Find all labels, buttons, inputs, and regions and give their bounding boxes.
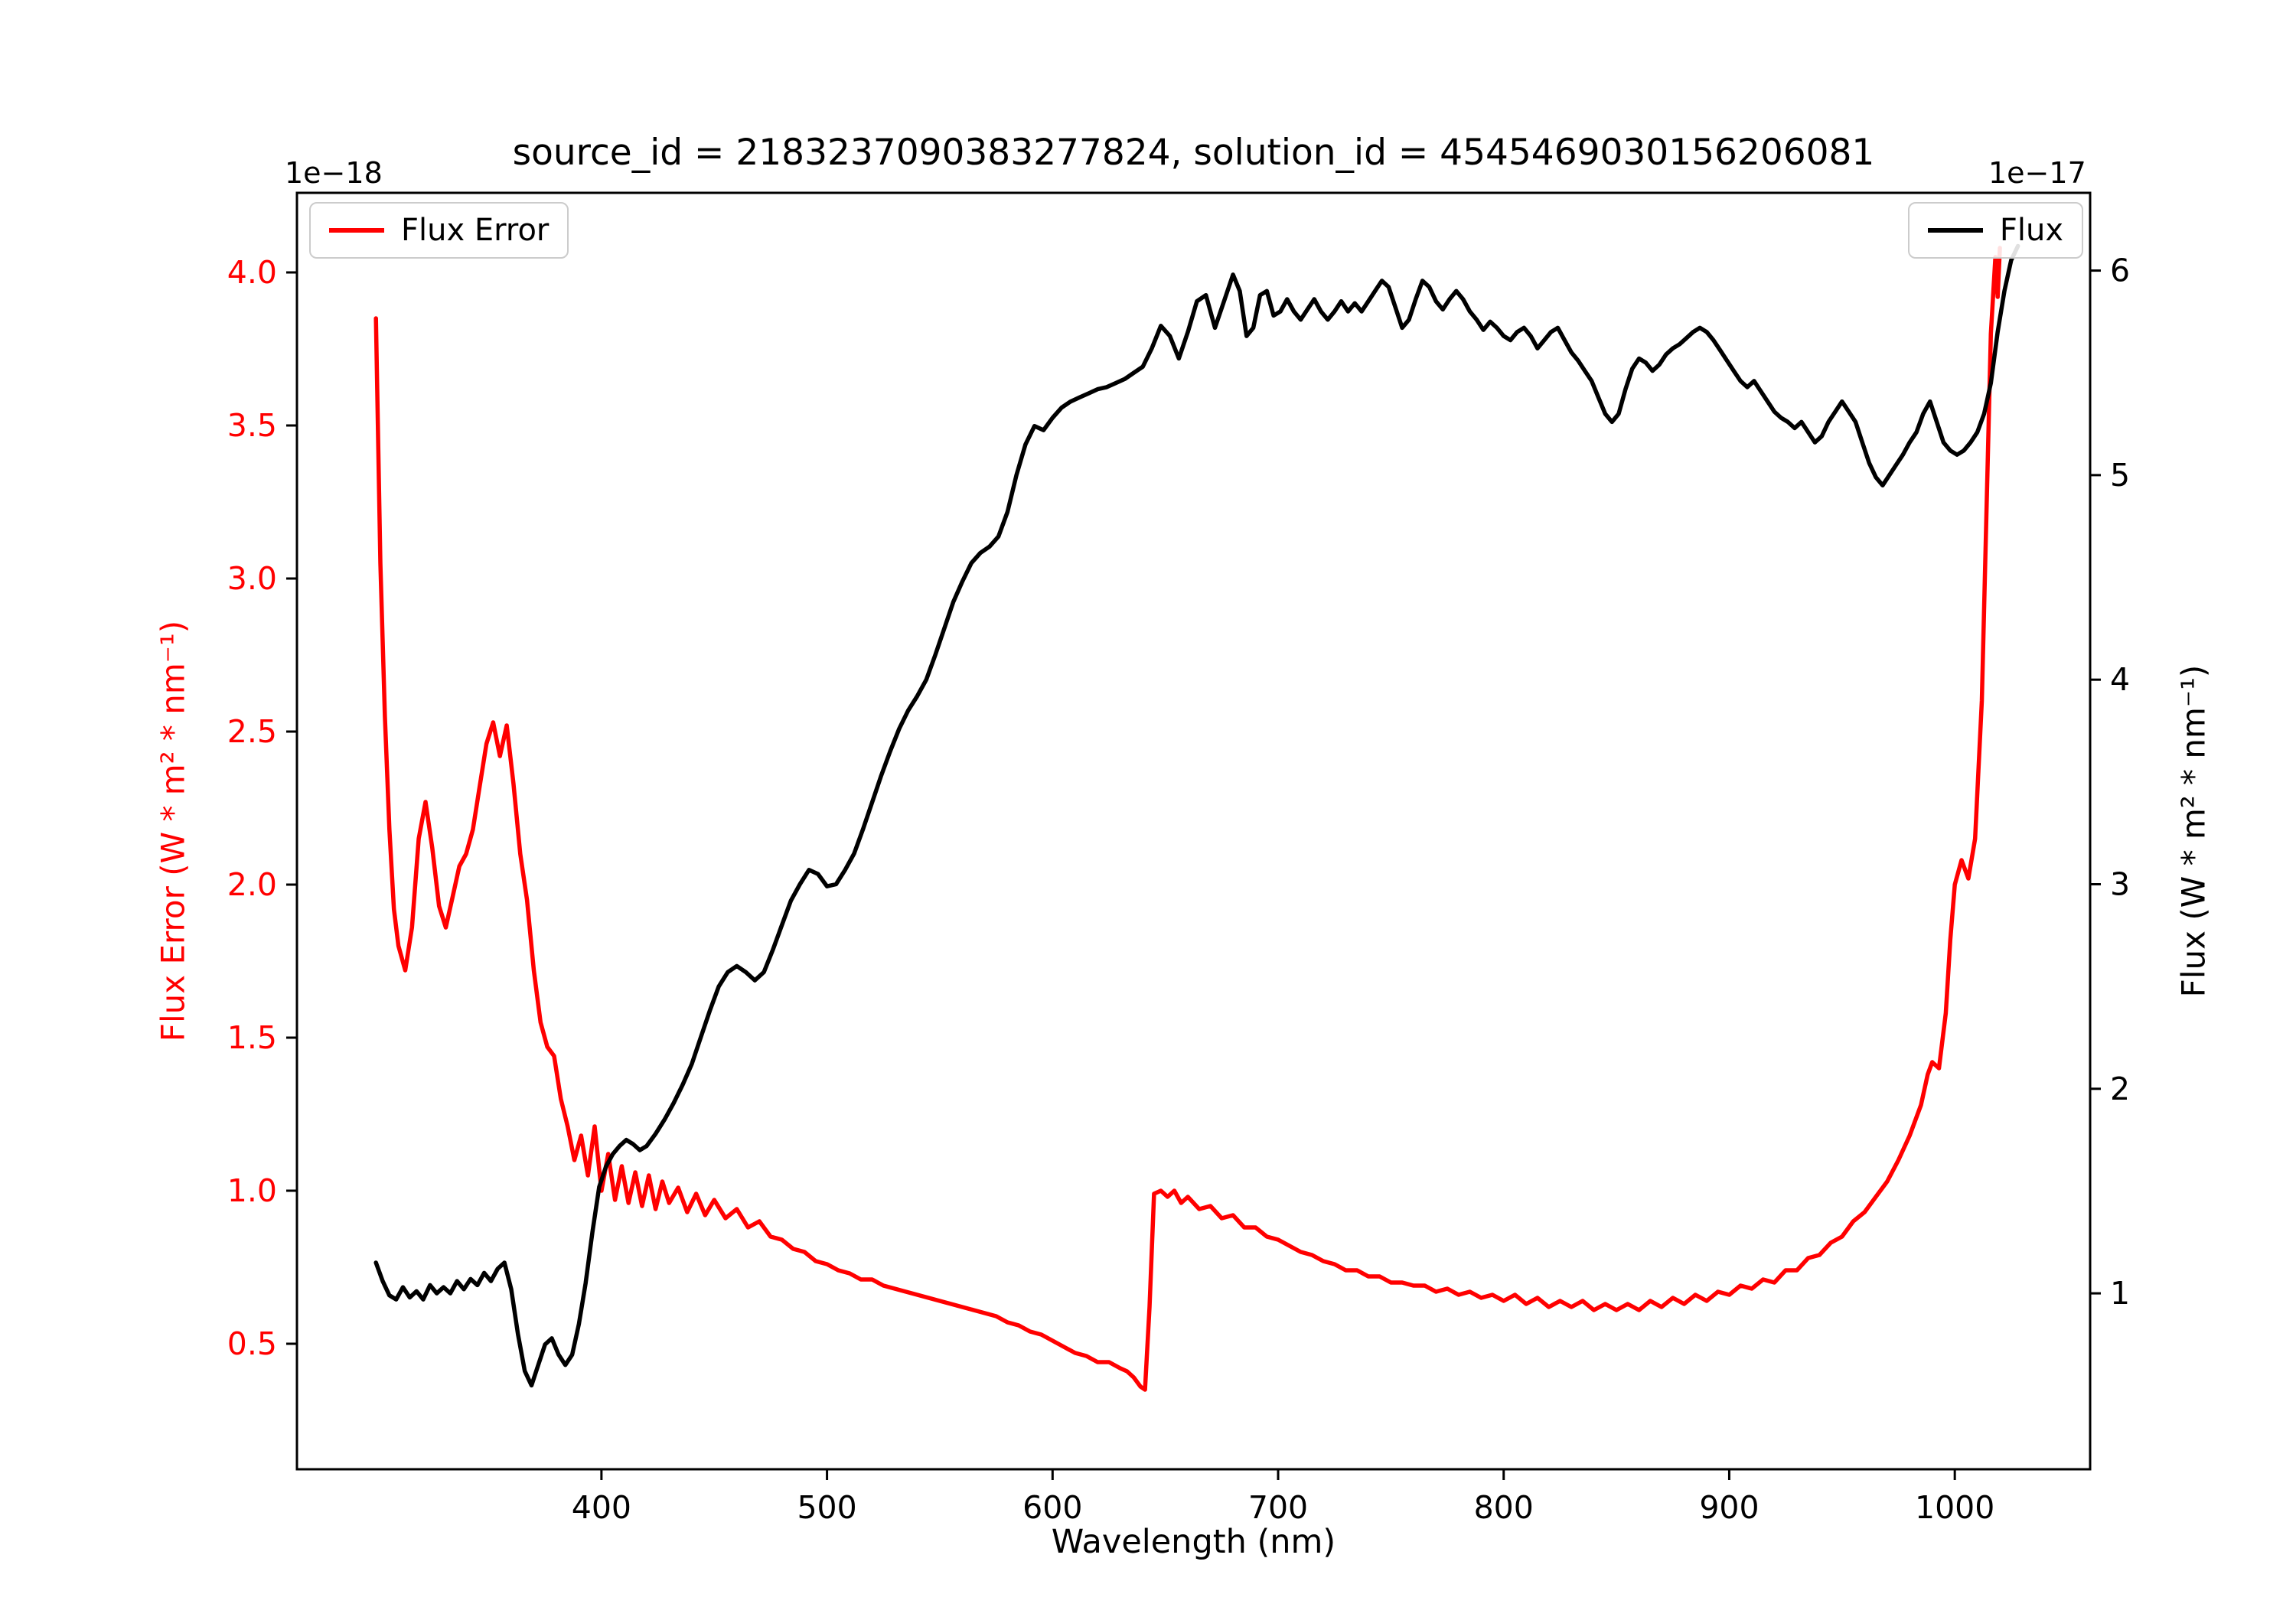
legend-flux: Flux [1907,202,2083,259]
left-y-tick-label: 1.0 [227,1172,277,1209]
left-y-tick-label: 1.5 [227,1019,277,1056]
right-y-tick-label: 3 [2110,866,2130,903]
x-tick-label: 1000 [1915,1489,1994,1526]
right-y-tick-label: 1 [2110,1275,2130,1312]
x-axis-label: Wavelength (nm) [1051,1523,1336,1561]
flux-error-line-sample [329,228,384,233]
left-y-tick-label: 3.5 [227,407,277,444]
x-tick-label: 800 [1474,1489,1534,1526]
right-y-tick-label: 6 [2110,253,2130,289]
x-tick-label: 600 [1022,1489,1082,1526]
flux-line [373,243,2020,1388]
left-y-tick-label: 0.5 [227,1325,277,1362]
legend-flux-error-label: Flux Error [401,213,550,248]
figure-title: source_id = 2183237090383277824, solutio… [512,132,1875,174]
x-tick-label: 900 [1699,1489,1759,1526]
x-tick-label: 400 [572,1489,631,1526]
x-tick-label: 500 [797,1489,856,1526]
legend-flux-error: Flux Error [309,202,569,259]
flux-line-sample [1927,228,1983,233]
left-axis-offset-text: 1e−18 [285,156,383,190]
flux-error-line [373,246,2002,1392]
right-y-tick-label: 5 [2110,457,2130,494]
right-axis-offset-text: 1e−17 [1988,156,2086,190]
right-y-tick-label: 2 [2110,1071,2130,1107]
axes-spines [295,191,2092,1471]
x-tick-label: 700 [1248,1489,1308,1526]
left-y-axis-label: Flux Error (W * m² * nm⁻¹) [154,620,192,1042]
left-y-tick-label: 2.0 [227,866,277,903]
left-y-tick-label: 2.5 [227,713,277,750]
legend-flux-label: Flux [1999,213,2063,248]
left-y-tick-label: 3.0 [227,560,277,597]
right-y-tick-label: 4 [2110,661,2130,698]
left-y-tick-label: 4.0 [227,254,277,291]
right-y-axis-label: Flux (W * m² * nm⁻¹) [2174,664,2213,998]
